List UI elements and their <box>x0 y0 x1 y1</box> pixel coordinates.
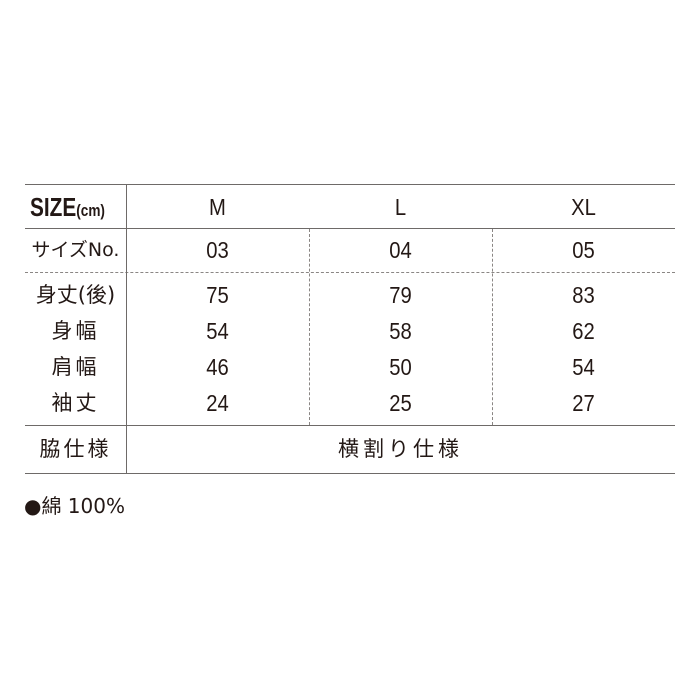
cell-value: 54 <box>206 318 229 344</box>
column-divider-dashed <box>492 229 493 425</box>
cell-value: 04 <box>389 237 412 263</box>
row-label: 袖丈 <box>51 391 100 415</box>
cell-value: 54 <box>572 354 595 380</box>
cell-value: 05 <box>572 237 595 263</box>
header-divider <box>25 228 675 229</box>
cell-value: 46 <box>206 354 229 380</box>
table-bottom-border <box>25 473 675 474</box>
size-header-label: SIZE(cm) <box>30 192 105 223</box>
side-seam-value: 横割り仕様 <box>338 437 463 461</box>
column-header-xl: XL <box>571 194 596 220</box>
row-label: 脇仕様 <box>39 437 112 461</box>
row-divider <box>25 425 675 426</box>
cell-value: 58 <box>389 318 412 344</box>
table-top-border <box>25 184 675 185</box>
label-column-divider <box>126 184 127 474</box>
cell-value: 24 <box>206 390 229 416</box>
column-divider-dashed <box>309 229 310 425</box>
cell-value: 03 <box>206 237 229 263</box>
material-text: 綿 100% <box>41 494 125 518</box>
cell-value: 83 <box>572 282 595 308</box>
row-divider-dashed <box>25 272 675 273</box>
cell-value: 50 <box>389 354 412 380</box>
column-header-m: M <box>209 194 226 220</box>
unit-label: (cm) <box>76 201 105 220</box>
cell-value: 25 <box>389 390 412 416</box>
size-label: SIZE <box>30 192 77 222</box>
cell-value: 75 <box>206 282 229 308</box>
cell-value: 62 <box>572 318 595 344</box>
row-label: サイズNo. <box>31 239 120 261</box>
cell-value: 27 <box>572 390 595 416</box>
material-note: ●綿 100% <box>24 492 125 520</box>
column-header-l: L <box>394 194 407 220</box>
bullet-icon: ● <box>24 494 42 518</box>
row-label: 肩幅 <box>51 355 100 379</box>
row-label: 身丈(後) <box>35 283 116 307</box>
cell-value: 79 <box>389 282 412 308</box>
row-label: 身幅 <box>51 319 100 343</box>
